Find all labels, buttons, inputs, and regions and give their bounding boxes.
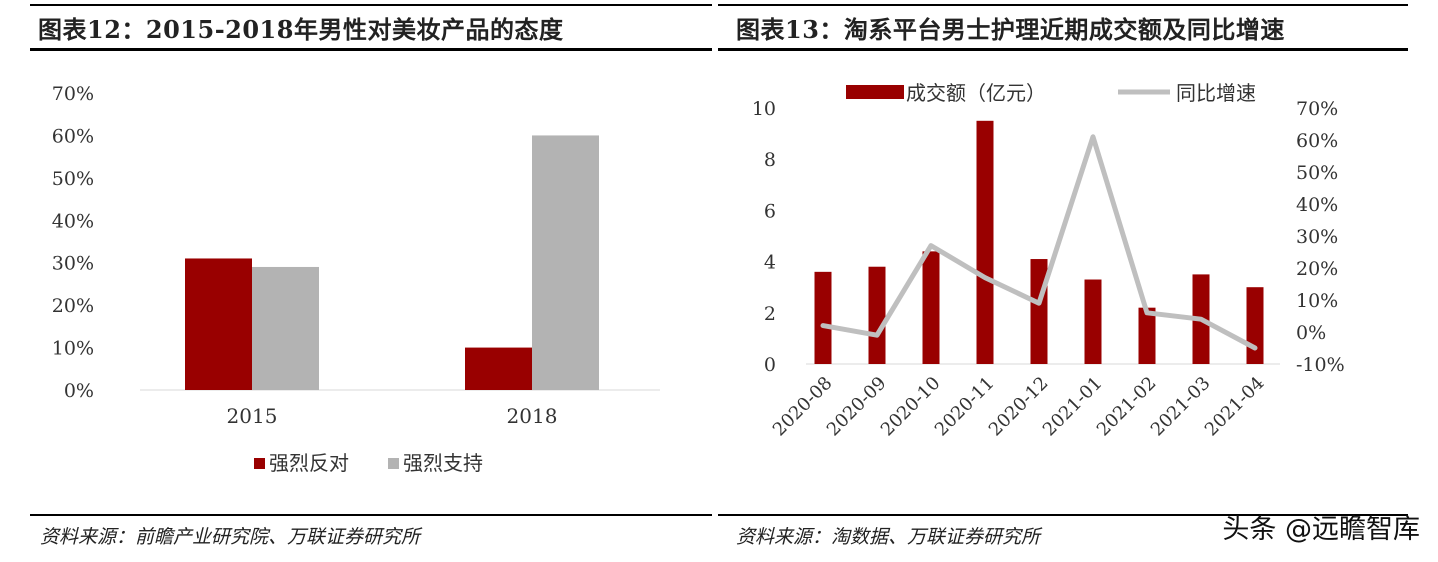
legend-label: 强烈反对: [269, 451, 349, 475]
right-y-tick-label: 40%: [1296, 194, 1338, 216]
source-note: 资料来源：淘数据、万联证券研究所: [736, 526, 1041, 548]
chart-title: 图表13：淘系平台男士护理近期成交额及同比增速: [736, 15, 1285, 44]
y-tick-label: 0%: [64, 380, 94, 402]
right-panel: 图表13：淘系平台男士护理近期成交额及同比增速 0 2 4 6 8 10 -10% 0% 10%…: [718, 0, 1438, 562]
x-tick-label: 2021-04: [1201, 373, 1269, 441]
top-rule: [718, 4, 1408, 6]
bar-2015-s1: [252, 266, 319, 390]
bar-2020-09: [868, 266, 886, 364]
right-y-tick-label: 30%: [1296, 226, 1338, 248]
x-tick-label: 2015: [227, 404, 278, 428]
left-y-tick-label: 4: [764, 252, 776, 274]
bar-2018-s0: [465, 347, 532, 390]
legend-label: 强烈支持: [403, 451, 483, 475]
chart-title: 图表12：2015-2018年男性对美妆产品的态度: [38, 15, 564, 44]
legend-swatch: [388, 458, 399, 469]
x-tick-label: 2018: [507, 404, 558, 428]
source-rule: [30, 514, 712, 516]
bar-2021-01: [1084, 279, 1102, 364]
bar-2020-11: [976, 120, 994, 364]
right-y-tick-label: -10%: [1296, 354, 1345, 376]
left-y-tick-label: 10: [752, 98, 776, 120]
legend-swatch: [254, 458, 265, 469]
y-tick-label: 10%: [52, 338, 94, 360]
left-panel: 图表12：2015-2018年男性对美妆产品的态度 0% 10% 20% 30% 40%…: [0, 0, 712, 562]
y-tick-label: 50%: [52, 168, 94, 190]
source-note: 资料来源：前瞻产业研究院、万联证券研究所: [40, 526, 421, 548]
y-tick-label: 20%: [52, 295, 94, 317]
left-y-tick-label: 6: [764, 200, 776, 222]
left-y-tick-label: 8: [764, 149, 776, 171]
right-y-tick-label: 10%: [1296, 290, 1338, 312]
left-y-tick-label: 0: [764, 354, 776, 376]
title-rule: [30, 48, 712, 51]
watermark: 头条 @远瞻智库: [1222, 507, 1420, 546]
y-tick-label: 60%: [52, 125, 94, 147]
legend-label-bar: 成交额（亿元）: [906, 81, 1046, 105]
bar-2021-04: [1246, 287, 1264, 364]
right-y-tick-label: 0%: [1296, 322, 1326, 344]
watermark-platform: 头条: [1222, 514, 1277, 545]
legend-label-line: 同比增速: [1176, 81, 1256, 105]
left-chart: 0% 10% 20% 30% 40% 50% 60% 70% 2015 2018 强烈反对 强烈支持: [52, 83, 660, 475]
right-y-tick-label: 50%: [1296, 162, 1338, 184]
bar-2015-s0: [185, 258, 252, 390]
bar-2020-10: [922, 251, 940, 364]
y-tick-label: 70%: [52, 83, 94, 105]
watermark-handle: @远瞻智库: [1285, 514, 1420, 545]
legend-swatch-bar: [846, 85, 904, 99]
title-rule: [718, 48, 1408, 51]
bar-2021-02: [1138, 307, 1156, 364]
bar-2020-08: [814, 271, 832, 364]
right-y-tick-label: 20%: [1296, 258, 1338, 280]
bar-2018-s1: [532, 135, 599, 390]
top-rule: [30, 4, 712, 6]
right-y-tick-label: 70%: [1296, 98, 1338, 120]
y-tick-label: 40%: [52, 210, 94, 232]
y-tick-label: 30%: [52, 253, 94, 275]
bar-2020-12: [1030, 259, 1048, 364]
right-chart: 0246810-10%0%10%20%30%40%50%60%70%2020-0…: [752, 81, 1345, 441]
source-rule: [718, 514, 1408, 516]
right-y-tick-label: 60%: [1296, 130, 1338, 152]
left-y-tick-label: 2: [764, 303, 776, 325]
